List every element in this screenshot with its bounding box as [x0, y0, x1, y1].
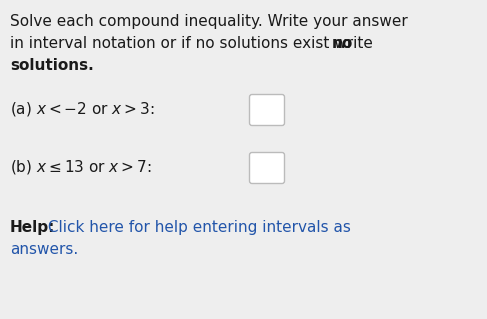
Text: (a) $x < -2$ or $x > 3$:: (a) $x < -2$ or $x > 3$: [10, 100, 154, 118]
Text: solutions.: solutions. [10, 58, 94, 73]
Text: in interval notation or if no solutions exist write: in interval notation or if no solutions … [10, 36, 378, 51]
FancyBboxPatch shape [249, 152, 284, 183]
Text: Help:: Help: [10, 220, 56, 235]
FancyBboxPatch shape [249, 94, 284, 125]
Text: no: no [331, 36, 353, 51]
Text: Click here for help entering intervals as: Click here for help entering intervals a… [43, 220, 351, 235]
Text: answers.: answers. [10, 242, 78, 257]
Text: (b) $x \leq 13$ or $x > 7$:: (b) $x \leq 13$ or $x > 7$: [10, 158, 151, 176]
Text: Solve each compound inequality. Write your answer: Solve each compound inequality. Write yo… [10, 14, 408, 29]
